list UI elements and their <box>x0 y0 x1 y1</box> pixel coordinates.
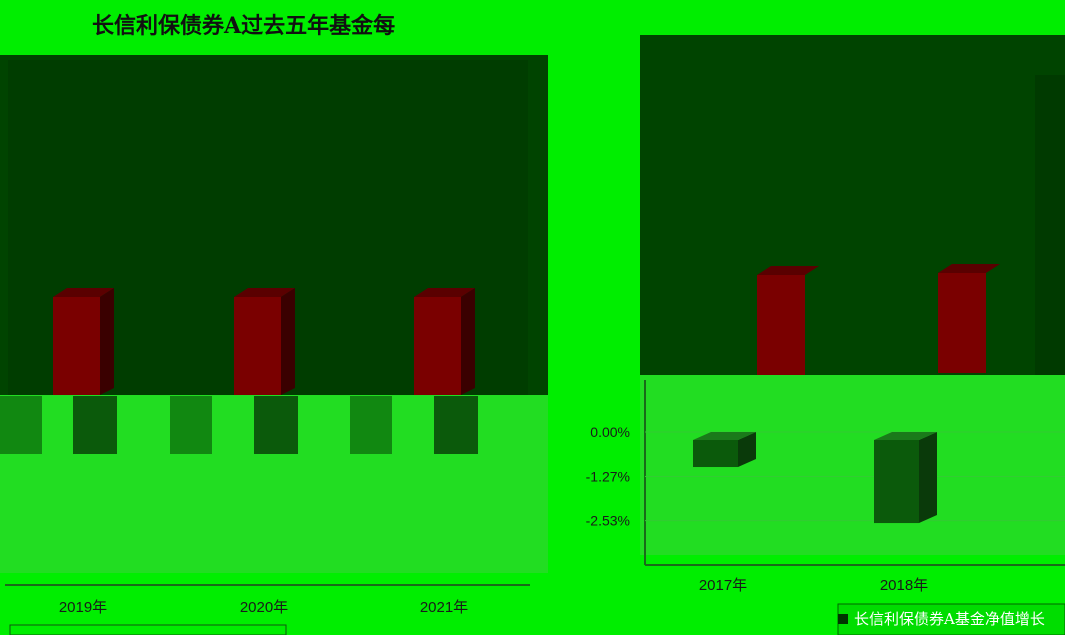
bar-side <box>100 288 114 395</box>
bar-upper-partial <box>1035 75 1065 375</box>
x-tick-label: 2019年 <box>59 599 107 616</box>
bar-top <box>874 432 937 440</box>
legend-box-left <box>9 624 287 635</box>
x-tick-label: 2020年 <box>240 599 288 616</box>
bar-top <box>234 288 295 297</box>
bar-side <box>738 432 756 468</box>
x-tick-label: 2017年 <box>699 577 747 594</box>
bar-top <box>53 288 114 297</box>
legend-label: 长信利保债券A基金净值增长 <box>854 610 1045 628</box>
bar <box>693 440 738 468</box>
bar <box>414 297 461 395</box>
bar-lower-secondary <box>0 396 42 454</box>
bar-upper <box>938 273 986 373</box>
chart-legend: 长信利保债券A基金净值增长 <box>838 608 1045 629</box>
bar-top <box>414 288 475 297</box>
chart-panel-left: 长信利保债券A过去五年基金每 2019年 2020年 2021年 <box>0 0 560 635</box>
bar-lower-secondary <box>170 396 212 454</box>
bar-lower-secondary <box>350 396 392 454</box>
bar-upper-top <box>757 266 819 275</box>
x-tick-label: 2021年 <box>420 599 468 616</box>
y-tick-label: 0.00% <box>590 424 630 440</box>
bar-side <box>919 432 937 524</box>
y-tick-label: -1.27% <box>586 468 630 484</box>
bar-lower <box>254 396 298 454</box>
bar-chart-left: 2019年 2020年 2021年 <box>0 55 548 635</box>
bar <box>234 297 281 395</box>
bar-upper-top <box>938 264 1000 273</box>
y-tick-label: -2.53% <box>586 513 630 529</box>
plot-area-dark <box>640 35 1065 375</box>
legend-box <box>837 603 1065 635</box>
bar-upper <box>757 275 805 375</box>
bar-lower <box>73 396 117 454</box>
bar-chart-right: -2.53% -1.27% 0.00% 2017年 2018年 <box>586 35 1065 635</box>
chart-title: 长信利保债券A过去五年基金每 <box>92 13 396 39</box>
bar-side <box>281 288 295 395</box>
chart-panel-right: -2.53% -1.27% 0.00% 2017年 2018年 长信利保债券A基金净值增… <box>560 0 1065 635</box>
bar-side <box>461 288 475 395</box>
bar <box>874 440 919 524</box>
bar-lower <box>434 396 478 454</box>
bar-top <box>693 432 756 440</box>
legend-swatch <box>838 614 848 624</box>
bar <box>53 297 100 395</box>
x-tick-label: 2018年 <box>880 577 928 594</box>
